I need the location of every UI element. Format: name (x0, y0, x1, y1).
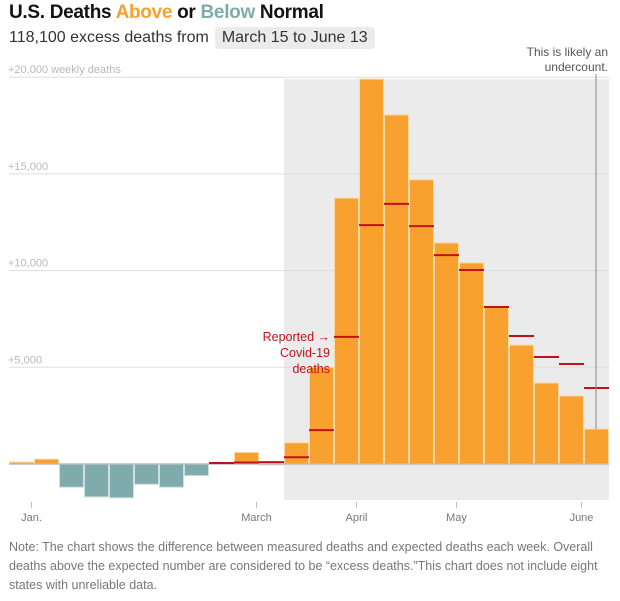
bar (434, 242, 459, 465)
bar (59, 463, 84, 488)
bar (334, 197, 359, 465)
bar (534, 382, 559, 465)
x-tick-label: March (241, 512, 272, 524)
bar (134, 463, 159, 485)
bar (309, 366, 334, 465)
bar (509, 344, 534, 465)
covid-annotation-line: deaths (292, 362, 330, 376)
title-above: Above (115, 2, 173, 23)
chart: +20,000 weekly deaths +15,000 +10,000 +5,00… (8, 45, 609, 524)
x-tick-label: Jan. (21, 512, 42, 524)
bar (84, 463, 109, 498)
bar (109, 463, 134, 499)
bar (459, 262, 484, 465)
date-range-selector[interactable]: March 15 to June 13 (214, 27, 375, 49)
bar (184, 463, 209, 477)
bar (384, 114, 409, 465)
bar (359, 78, 384, 465)
bar (559, 395, 584, 465)
excess-deaths-summary: 118,100 excess deaths from (9, 29, 209, 46)
x-tick-label: May (446, 512, 467, 524)
undercount-annotation-line: undercount. (545, 60, 608, 74)
y-tick-label: +5,000 (8, 354, 42, 366)
x-tick-label: June (570, 512, 594, 524)
title-suffix: Normal (254, 2, 324, 23)
covid-annotation-line: Reported → (263, 330, 330, 344)
bar (159, 463, 184, 488)
bar (584, 428, 609, 465)
bar (484, 305, 509, 465)
y-tick-label: +20,000 weekly deaths (8, 64, 121, 76)
undercount-annotation-line: This is likely an (527, 45, 608, 59)
subtitle: 118,100 excess deaths from March 15 to J… (9, 27, 375, 49)
y-tick-label: +10,000 (8, 258, 48, 270)
title-prefix: U.S. Deaths (9, 2, 116, 23)
chart-note: Note: The chart shows the difference bet… (9, 540, 598, 592)
covid-annotation-line: Covid-19 (280, 346, 330, 360)
title-mid: or (172, 2, 201, 23)
bar (409, 179, 434, 465)
y-tick-label: +15,000 (8, 161, 48, 173)
bar (284, 442, 309, 465)
title-below: Below (200, 2, 256, 23)
x-tick-label: April (345, 512, 367, 524)
chart-title: U.S. Deaths Above or Below Normal (9, 2, 324, 24)
